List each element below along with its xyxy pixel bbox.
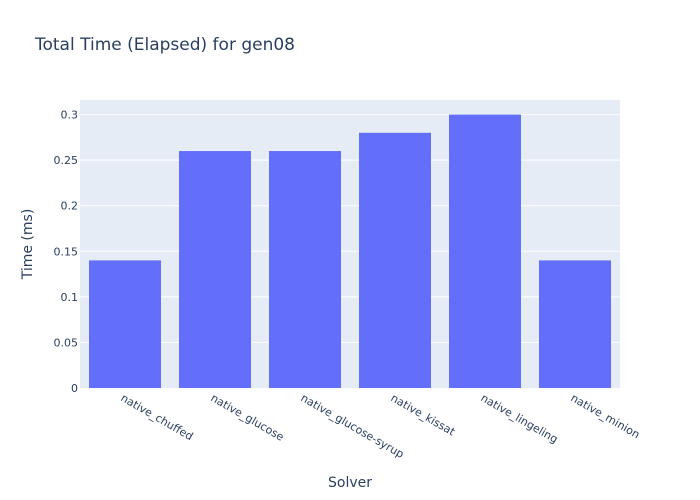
bar bbox=[449, 114, 521, 388]
y-tick-label: 0.1 bbox=[61, 291, 79, 304]
chart-title: Total Time (Elapsed) for gen08 bbox=[34, 35, 295, 55]
y-tick-labels: 0 0.05 0.1 0.15 0.2 0.25 0.3 bbox=[54, 109, 79, 395]
y-tick-label: 0.2 bbox=[61, 200, 79, 213]
x-tick-label: native_minion bbox=[569, 391, 643, 441]
x-tick-label: native_kissat bbox=[389, 391, 458, 439]
x-tick-label: native_chuffed bbox=[119, 391, 196, 443]
bar bbox=[359, 132, 431, 388]
y-axis-title: Time (ms) bbox=[20, 209, 36, 281]
bar bbox=[269, 151, 341, 388]
x-axis-title: Solver bbox=[328, 475, 372, 491]
plot-area bbox=[80, 100, 620, 388]
y-tick-label: 0 bbox=[71, 382, 78, 395]
bars bbox=[89, 114, 611, 388]
y-tick-label: 0.05 bbox=[54, 336, 79, 349]
y-tick-label: 0.25 bbox=[54, 154, 79, 167]
bar bbox=[179, 151, 251, 388]
x-tick-label: native_lingeling bbox=[479, 391, 561, 446]
gridlines bbox=[80, 114, 620, 343]
y-tick-label: 0.3 bbox=[61, 109, 79, 122]
x-tick-label: native_glucose bbox=[209, 391, 287, 443]
x-tick-labels: native_chuffed native_glucose native_gluco… bbox=[119, 391, 643, 461]
bar bbox=[539, 260, 611, 388]
y-tick-label: 0.15 bbox=[54, 245, 79, 258]
bar bbox=[89, 260, 161, 388]
